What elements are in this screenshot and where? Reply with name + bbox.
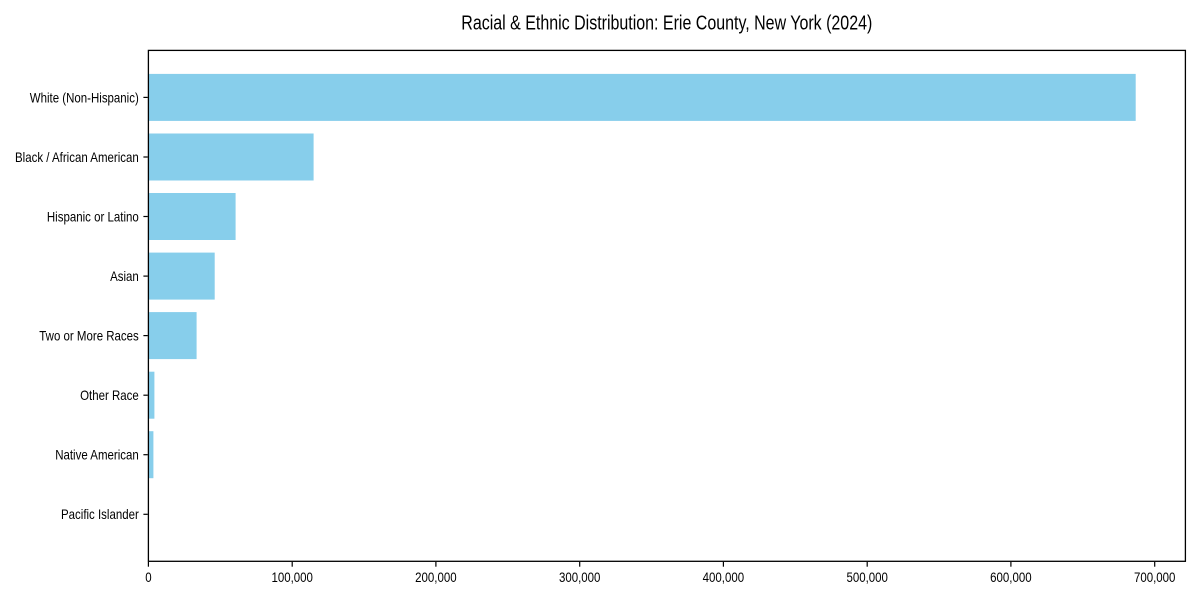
svg-text:Native American: Native American — [55, 447, 139, 463]
svg-text:200,000: 200,000 — [415, 569, 457, 585]
svg-text:0: 0 — [145, 569, 152, 585]
svg-text:Racial & Ethnic Distribution:: Racial & Ethnic Distribution: Erie Count… — [461, 13, 872, 35]
svg-text:Two or More Races: Two or More Races — [39, 328, 139, 344]
svg-text:100,000: 100,000 — [271, 569, 313, 585]
svg-text:400,000: 400,000 — [703, 569, 745, 585]
svg-text:Pacific Islander: Pacific Islander — [61, 506, 139, 522]
svg-text:700,000: 700,000 — [1134, 569, 1176, 585]
svg-text:300,000: 300,000 — [559, 569, 601, 585]
svg-text:Asian: Asian — [110, 268, 139, 284]
svg-text:500,000: 500,000 — [846, 569, 888, 585]
svg-text:Other Race: Other Race — [80, 387, 139, 403]
svg-text:Hispanic or Latino: Hispanic or Latino — [47, 208, 139, 224]
svg-text:600,000: 600,000 — [990, 569, 1032, 585]
svg-text:White (Non-Hispanic): White (Non-Hispanic) — [30, 89, 139, 105]
svg-text:Black / African American: Black / African American — [15, 149, 139, 165]
